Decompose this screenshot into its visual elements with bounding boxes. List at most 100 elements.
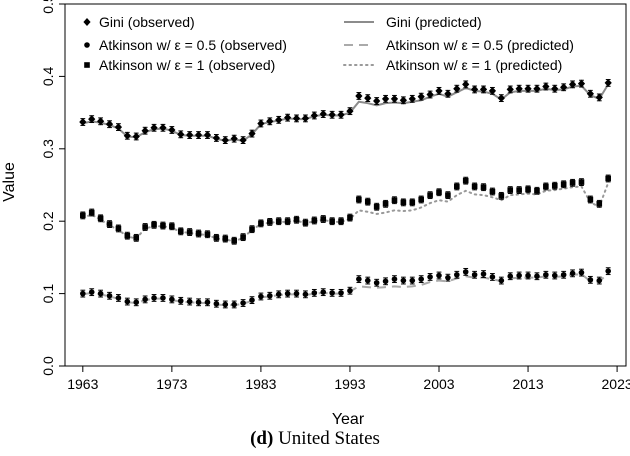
data-point — [80, 212, 86, 219]
series-layer — [79, 78, 612, 309]
data-point — [364, 198, 371, 205]
series-line-4 — [82, 83, 610, 142]
data-point — [311, 217, 318, 224]
y-tick-label: 0.3 — [40, 139, 56, 159]
data-point — [142, 224, 148, 230]
data-point — [507, 273, 514, 280]
caption-text: United States — [278, 428, 380, 449]
data-point — [373, 203, 380, 210]
data-point — [453, 84, 461, 93]
data-point — [426, 90, 434, 99]
data-point — [249, 226, 255, 232]
data-point — [177, 298, 184, 304]
data-point — [364, 277, 371, 284]
series-points-2 — [80, 267, 611, 309]
data-point — [293, 290, 300, 297]
x-axis-label: Year — [332, 411, 365, 428]
data-point — [436, 189, 442, 196]
data-point — [542, 82, 550, 91]
data-point — [258, 220, 264, 227]
data-point — [355, 91, 363, 100]
data-point — [364, 94, 372, 103]
data-point — [132, 132, 140, 141]
data-point — [151, 222, 157, 228]
data-point — [560, 181, 567, 188]
data-point — [105, 120, 114, 129]
data-point — [382, 201, 389, 207]
legend-label-1: Gini (observed) — [99, 14, 195, 30]
data-point — [390, 94, 399, 103]
data-point — [577, 79, 586, 88]
data-point — [160, 222, 166, 229]
data-point — [605, 268, 611, 274]
data-point — [79, 118, 87, 127]
data-point — [204, 231, 211, 238]
data-point — [284, 113, 292, 122]
data-point — [275, 115, 283, 124]
data-point — [221, 136, 229, 145]
data-point — [204, 299, 211, 306]
data-point — [534, 273, 540, 280]
data-point — [489, 188, 496, 195]
data-point — [186, 131, 194, 140]
x-tick-label: 2003 — [423, 376, 454, 392]
data-point — [586, 89, 594, 98]
data-point — [240, 234, 246, 240]
data-point — [560, 83, 568, 92]
legend-label-2: Atkinson w/ ε = 0.5 (observed) — [99, 37, 287, 53]
data-point — [515, 84, 523, 93]
data-point — [88, 209, 95, 216]
plot-frame — [64, 3, 627, 367]
data-point — [596, 201, 603, 207]
data-point — [80, 290, 86, 297]
legend: Gini (observed) Atkinson w/ ε = 0.5 (obse… — [83, 14, 574, 73]
legend-marker-1 — [83, 18, 91, 26]
data-point — [267, 219, 273, 225]
data-point — [551, 182, 558, 189]
data-point — [115, 225, 122, 232]
data-point — [409, 277, 416, 284]
data-point — [543, 183, 549, 190]
data-point — [381, 94, 390, 103]
data-point — [169, 296, 175, 303]
series-points-1 — [79, 78, 612, 145]
data-point — [177, 228, 184, 235]
data-point — [142, 296, 148, 303]
data-point — [471, 271, 478, 278]
x-tick-label: 1993 — [334, 376, 365, 392]
data-point — [230, 134, 238, 143]
data-point — [168, 125, 176, 134]
x-tick-label: 1963 — [67, 376, 98, 392]
data-point — [418, 276, 424, 282]
data-point — [507, 187, 514, 193]
data-point — [329, 218, 335, 224]
data-point — [516, 272, 522, 279]
data-point — [177, 130, 185, 139]
data-point — [400, 199, 407, 206]
data-point — [97, 290, 104, 297]
data-point — [543, 271, 549, 278]
legend-label-6: Atkinson w/ ε = 1 (predicted) — [386, 57, 562, 73]
data-point — [445, 274, 451, 281]
data-point — [578, 269, 585, 276]
data-point — [329, 290, 335, 296]
data-point — [88, 115, 96, 124]
data-point — [275, 218, 282, 224]
data-point — [195, 230, 202, 237]
data-point — [498, 277, 505, 284]
data-point — [454, 183, 460, 190]
data-point — [595, 93, 603, 102]
data-point — [436, 272, 442, 279]
data-point — [284, 290, 291, 297]
data-point — [150, 123, 158, 132]
data-point — [587, 277, 594, 283]
data-point — [240, 300, 246, 306]
data-point — [311, 290, 318, 296]
data-point — [257, 119, 265, 128]
data-point — [408, 94, 416, 103]
data-point — [435, 86, 443, 95]
data-point — [568, 80, 577, 89]
data-point — [97, 117, 105, 126]
data-point — [133, 235, 140, 241]
